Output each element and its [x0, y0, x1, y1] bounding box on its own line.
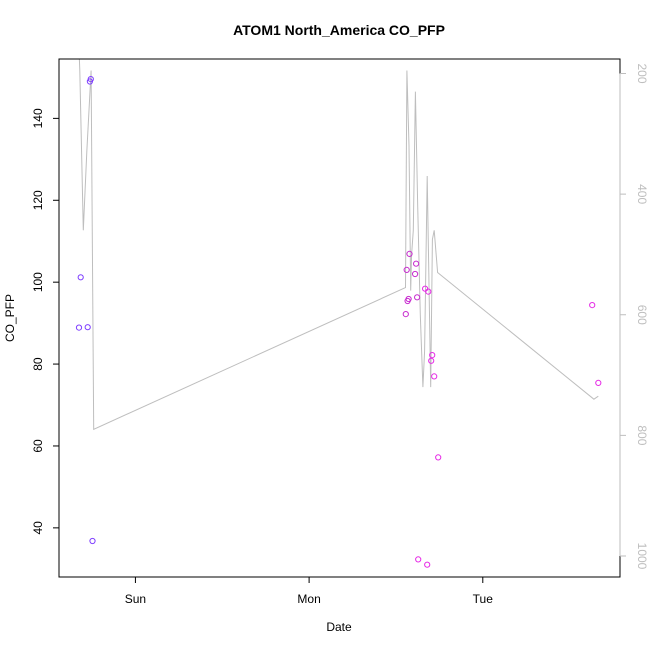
- y-tick-label: 100: [31, 272, 45, 292]
- data-point: [75, 324, 83, 331]
- right-tick-label: 800: [635, 425, 649, 445]
- data-point: [406, 250, 413, 257]
- data-point: [431, 373, 438, 380]
- data-point: [413, 260, 420, 267]
- data-point: [87, 76, 94, 83]
- x-tick-label: Sun: [125, 592, 146, 606]
- data-point: [415, 556, 422, 563]
- data-point: [89, 537, 96, 545]
- x-axis-label: Date: [326, 620, 352, 634]
- x-tick-label: Tue: [473, 592, 494, 606]
- data-point: [77, 274, 84, 281]
- data-point: [402, 311, 409, 318]
- y-axis-label: CO_PFP: [3, 294, 17, 342]
- data-point: [425, 288, 432, 295]
- data-point: [412, 270, 419, 278]
- y-tick-label: 120: [31, 190, 45, 210]
- y-tick-label: 40: [31, 521, 45, 535]
- data-point: [414, 294, 421, 301]
- x-axis: Sun Mon Tue: [125, 576, 494, 606]
- y-tick-label: 60: [31, 439, 45, 453]
- x-tick-label: Mon: [297, 592, 320, 606]
- y-axis: 40 60 80 100 120 140: [31, 108, 60, 535]
- data-point: [403, 266, 410, 273]
- data-point: [429, 352, 436, 359]
- right-tick-label: 600: [635, 305, 649, 325]
- data-point: [435, 454, 442, 461]
- y-tick-label: 140: [31, 108, 45, 128]
- data-points: [75, 76, 602, 568]
- right-tick-label: 1000: [635, 543, 649, 570]
- data-point: [84, 324, 91, 331]
- right-axis: 200 400 600 800 1000: [619, 63, 649, 570]
- data-point: [405, 295, 412, 303]
- right-tick-label: 400: [635, 184, 649, 204]
- data-point: [589, 302, 596, 309]
- data-point: [595, 379, 602, 386]
- y-tick-label: 80: [31, 357, 45, 371]
- right-tick-label: 200: [635, 63, 649, 83]
- chart-title: ATOM1 North_America CO_PFP: [233, 22, 445, 38]
- data-point: [424, 561, 431, 568]
- data-point: [428, 357, 435, 364]
